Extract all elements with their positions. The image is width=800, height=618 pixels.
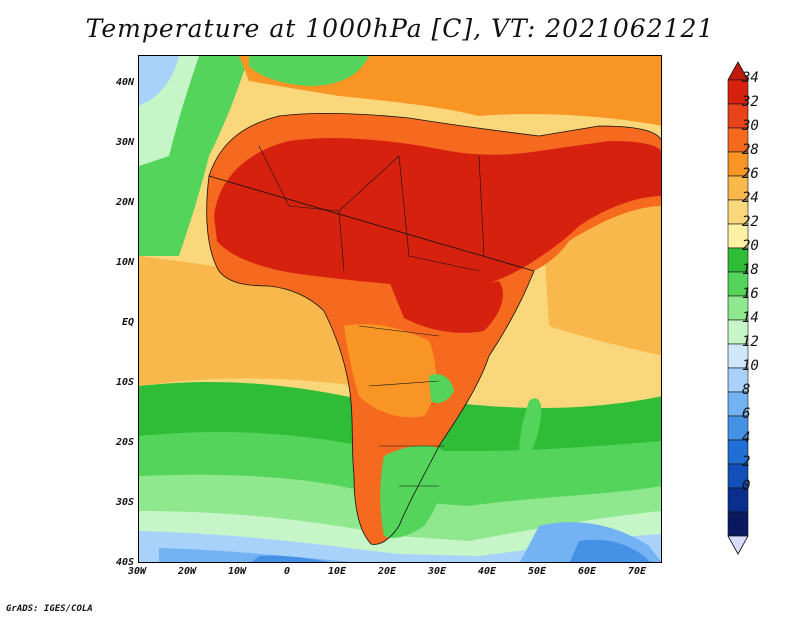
chart-title: Temperature at 1000hPa [C], VT: 20210621… bbox=[85, 14, 715, 43]
africa-coastline bbox=[206, 113, 661, 545]
colorbar-label: 16 bbox=[742, 286, 759, 302]
colorbar-label: 10 bbox=[742, 358, 759, 374]
lat-tick: 30S bbox=[115, 497, 134, 508]
lat-tick: EQ bbox=[121, 317, 134, 328]
lon-tick: 70E bbox=[627, 566, 647, 577]
lon-tick: 40E bbox=[477, 566, 497, 577]
colorbar-label: 32 bbox=[742, 94, 759, 110]
colorbar-label: 22 bbox=[742, 214, 759, 230]
north-atlantic-coolest bbox=[139, 56, 179, 106]
colorbar-label: 26 bbox=[742, 166, 759, 182]
lon-tick: 10W bbox=[227, 566, 247, 577]
colorbar-label: 20 bbox=[742, 238, 759, 254]
colorbar-label: 12 bbox=[742, 334, 759, 350]
lat-tick: 40N bbox=[115, 77, 134, 88]
sahara-hot bbox=[214, 138, 661, 289]
colorbar bbox=[727, 61, 749, 555]
colorbar-label: 24 bbox=[742, 190, 759, 206]
colorbar-label: 2 bbox=[742, 454, 751, 470]
lat-tick: 30N bbox=[115, 137, 134, 148]
colorbar-label: 8 bbox=[742, 382, 751, 398]
colorbar-label: 4 bbox=[742, 430, 751, 446]
temperature-map bbox=[139, 56, 661, 562]
credit-text: GrADS: IGES/COLA bbox=[6, 604, 93, 614]
colorbar-label: 14 bbox=[742, 310, 759, 326]
colorbar-label: 28 bbox=[742, 142, 759, 158]
lon-tick: 30E bbox=[427, 566, 447, 577]
lon-tick: 0 bbox=[283, 566, 291, 577]
lat-tick: 10N bbox=[115, 257, 134, 268]
central-africa-mild bbox=[344, 324, 436, 418]
lon-tick: 20W bbox=[177, 566, 197, 577]
madagascar bbox=[519, 398, 542, 466]
southern-africa-cool bbox=[380, 445, 446, 538]
south-ocean-band-6 bbox=[159, 522, 661, 562]
lat-tick: 10S bbox=[115, 377, 134, 388]
lat-tick: 20S bbox=[115, 437, 134, 448]
colorbar-label: 34 bbox=[742, 70, 759, 86]
colorbar-segment bbox=[727, 511, 749, 537]
lon-tick: 60E bbox=[577, 566, 597, 577]
colorbar-label: 18 bbox=[742, 262, 759, 278]
lon-tick: 30W bbox=[127, 566, 147, 577]
south-ocean-band-7 bbox=[251, 539, 654, 562]
colorbar-label: 30 bbox=[742, 118, 759, 134]
colorbar-label: 0 bbox=[742, 478, 751, 494]
lat-tick: 40S bbox=[115, 557, 134, 568]
east-africa-hot bbox=[389, 281, 504, 333]
map-panel bbox=[138, 55, 662, 563]
colorbar-under-triangle bbox=[727, 535, 749, 555]
lon-tick: 20E bbox=[377, 566, 397, 577]
colorbar-label: 6 bbox=[742, 406, 751, 422]
lat-tick: 20N bbox=[115, 197, 134, 208]
lon-tick: 50E bbox=[527, 566, 547, 577]
europe-cool bbox=[249, 56, 369, 86]
lon-tick: 10E bbox=[327, 566, 347, 577]
country-borders bbox=[258, 145, 485, 487]
